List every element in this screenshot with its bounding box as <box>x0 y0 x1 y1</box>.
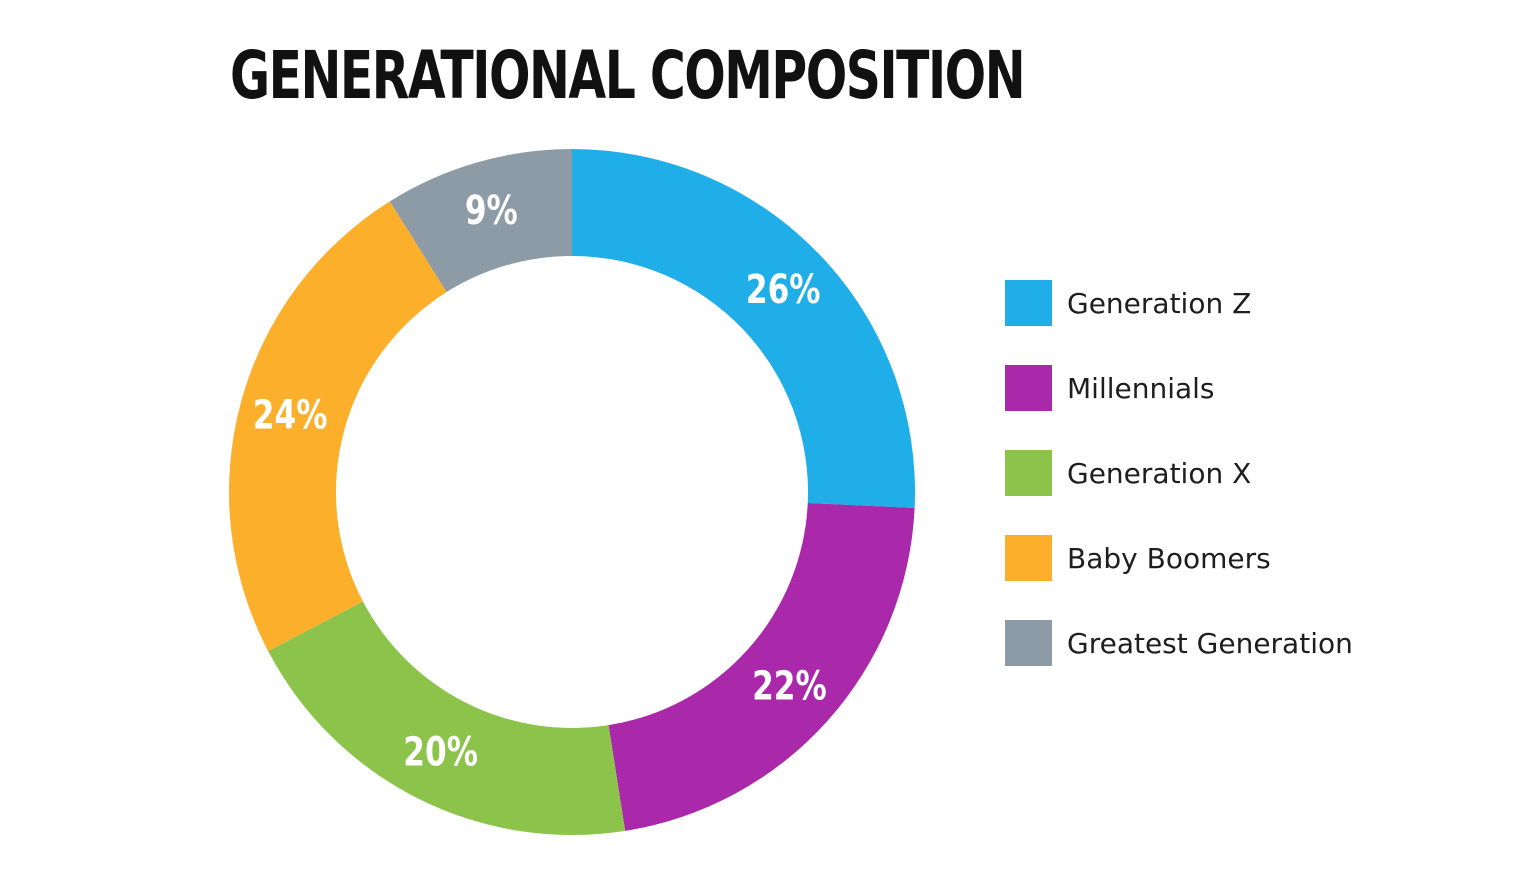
slice-generation-z <box>572 149 915 508</box>
legend-swatch <box>1005 365 1052 411</box>
slice-generation-x <box>268 601 626 836</box>
slice-label-generation-z: 26% <box>746 268 821 314</box>
slice-label-millennials: 22% <box>752 664 827 710</box>
legend-label: Generation X <box>1067 456 1252 490</box>
legend-item-generation-x: Generation X <box>1005 450 1353 496</box>
slice-baby-boomers <box>228 201 447 652</box>
slice-labels: 26% 22% 20% 24% 9% <box>253 189 827 776</box>
legend-swatch <box>1005 450 1052 496</box>
slice-millennials <box>608 503 915 831</box>
legend-swatch <box>1005 535 1052 581</box>
legend-label: Greatest Generation <box>1067 626 1353 660</box>
chart-title: GENERATIONAL COMPOSITION <box>230 37 1026 114</box>
donut-slices <box>228 149 915 836</box>
chart-legend: Generation Z Millennials Generation X Baby … <box>1005 280 1353 705</box>
slice-label-generation-x: 20% <box>403 730 478 776</box>
legend-item-baby-boomers: Baby Boomers <box>1005 535 1353 581</box>
slice-label-greatest-generation: 9% <box>465 189 518 235</box>
legend-label: Millennials <box>1067 371 1215 405</box>
slice-greatest-generation <box>389 149 572 293</box>
legend-item-generation-z: Generation Z <box>1005 280 1353 326</box>
slice-label-baby-boomers: 24% <box>253 393 328 439</box>
legend-item-greatest-generation: Greatest Generation <box>1005 620 1353 666</box>
legend-label: Generation Z <box>1067 286 1252 320</box>
legend-swatch <box>1005 620 1052 666</box>
legend-swatch <box>1005 280 1052 326</box>
legend-item-millennials: Millennials <box>1005 365 1353 411</box>
legend-label: Baby Boomers <box>1067 541 1271 575</box>
